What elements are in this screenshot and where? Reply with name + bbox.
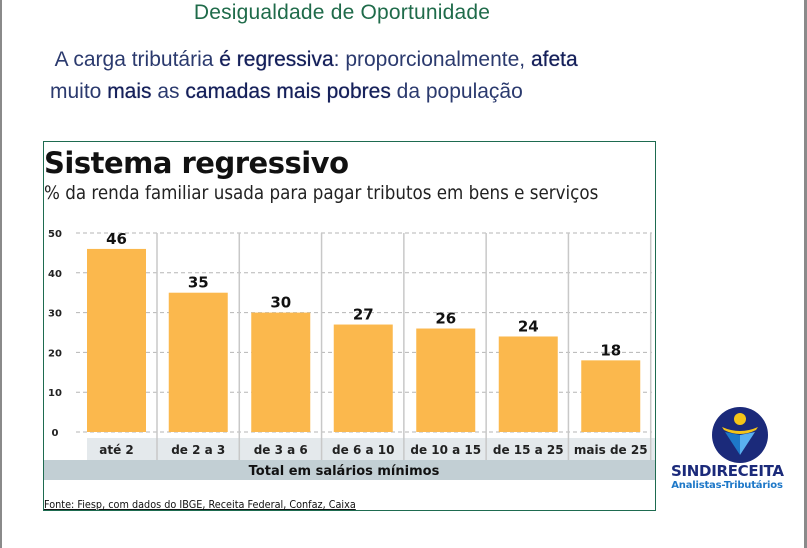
- x-tick-label: de 2 a 3: [171, 443, 225, 457]
- x-tick-label: de 15 a 25: [493, 443, 564, 457]
- chart-subtitle: % da renda familiar usada para pagar tri…: [44, 182, 599, 204]
- xlabel-band: [44, 460, 655, 480]
- y-tick-label: 40: [48, 269, 62, 280]
- bar: [168, 292, 228, 432]
- x-axis-label: Total em salários mínimos: [249, 464, 440, 479]
- y-tick-label: 20: [48, 348, 62, 359]
- sindireceita-logo: [690, 405, 790, 469]
- x-tick-label: mais de 25: [574, 443, 648, 457]
- data-label: 46: [106, 230, 127, 248]
- slide-lead-text: A carga tributária é regressiva: proporc…: [50, 44, 690, 108]
- lead-text: : proporcionalmente,: [333, 48, 531, 71]
- y-tick-label: 30: [48, 309, 62, 320]
- x-tick-label: de 3 a 6: [254, 443, 308, 457]
- data-label: 35: [188, 274, 209, 292]
- x-tick-label: de 10 a 15: [410, 443, 481, 457]
- chart-source: Fonte: Fiesp, com dados do IBGE, Receita…: [44, 498, 356, 511]
- lead-text: da população: [390, 80, 523, 103]
- data-label: 24: [518, 317, 539, 335]
- category-band: [87, 438, 655, 460]
- logo-name: SINDIRECEITA: [671, 462, 784, 480]
- bar: [498, 336, 558, 432]
- chart-container: Sistema regressivo % da renda familiar u…: [43, 141, 656, 511]
- bar: [581, 360, 641, 432]
- sindireceita-emblem-icon: [712, 407, 768, 463]
- bar: [416, 328, 476, 432]
- data-label: 18: [600, 341, 621, 359]
- x-tick-label: de 6 a 10: [332, 443, 394, 457]
- slide-frame-right: [804, 0, 807, 548]
- y-tick-label: 10: [48, 388, 62, 399]
- slide-frame-left: [0, 0, 2, 548]
- slide-title: Desigualdade de Oportunidade: [193, 1, 491, 24]
- data-label: 30: [270, 294, 291, 312]
- chart-title: Sistema regressivo: [44, 146, 349, 180]
- bar: [251, 312, 311, 432]
- bar: [333, 324, 393, 432]
- lead-text: as: [151, 80, 186, 103]
- lead-text: muito: [50, 80, 108, 103]
- lead-emphasis: mais: [107, 80, 152, 103]
- lead-emphasis: é regressiva: [219, 48, 334, 71]
- logo-tagline: Analistas-Tributários: [671, 480, 783, 491]
- bar-chart: 0 10 20 30 40 50 46 até 2 35 de 2 a 3 30 de 3 a 6 27…: [44, 229, 655, 480]
- x-tick-label: até 2: [99, 443, 134, 457]
- data-label: 27: [353, 306, 374, 324]
- data-label: 26: [435, 310, 456, 328]
- lead-text: A carga tributária: [50, 48, 220, 71]
- y-tick-label: 50: [48, 229, 62, 240]
- lead-emphasis: afeta: [530, 48, 578, 71]
- bar: [87, 248, 146, 432]
- y-tick-label: 0: [52, 428, 59, 439]
- lead-emphasis: camadas mais pobres: [185, 80, 391, 103]
